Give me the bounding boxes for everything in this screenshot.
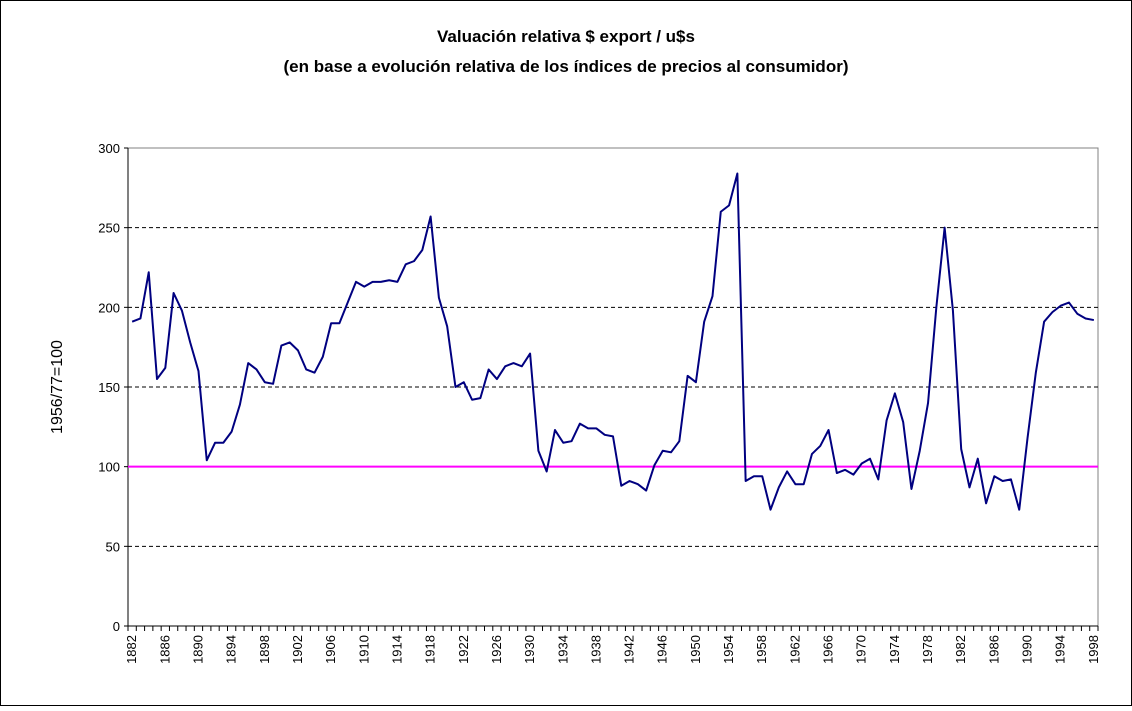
x-tick-label: 1930 (522, 635, 537, 664)
x-tick-label: 1882 (124, 635, 139, 664)
y-tick-label: 150 (98, 380, 120, 395)
y-tick-label: 100 (98, 460, 120, 475)
y-tick-label: 300 (98, 141, 120, 156)
x-tick-label: 1982 (953, 635, 968, 664)
x-tick-label: 1886 (157, 635, 172, 664)
x-tick-label: 1978 (920, 635, 935, 664)
x-tick-label: 1986 (986, 635, 1001, 664)
chart-subtitle: (en base a evolución relativa de los índ… (284, 57, 849, 76)
x-tick-label: 1910 (356, 635, 371, 664)
x-tick-label: 1998 (1086, 635, 1101, 664)
x-tick-label: 1918 (423, 635, 438, 664)
y-tick-label: 50 (106, 539, 120, 554)
x-tick-label: 1938 (588, 635, 603, 664)
x-tick-label: 1962 (787, 635, 802, 664)
x-tick-label: 1958 (754, 635, 769, 664)
x-tick-label: 1946 (655, 635, 670, 664)
x-tick-label: 1894 (224, 635, 239, 664)
x-tick-label: 1994 (1053, 635, 1068, 664)
x-tick-label: 1950 (688, 635, 703, 664)
data-line (131, 172, 1095, 511)
x-tick-label: 1942 (622, 635, 637, 664)
x-tick-label: 1914 (389, 635, 404, 664)
x-tick-label: 1906 (323, 635, 338, 664)
x-tick-label: 1966 (821, 635, 836, 664)
x-tick-label: 1926 (489, 635, 504, 664)
x-tick-label: 1922 (456, 635, 471, 664)
x-tick-label: 1974 (887, 635, 902, 664)
x-tick-label: 1990 (1020, 635, 1035, 664)
y-tick-label: 250 (98, 221, 120, 236)
y-tick-label: 200 (98, 300, 120, 315)
y-tick-label: 0 (113, 619, 120, 634)
x-tick-label: 1898 (257, 635, 272, 664)
x-tick-label: 1970 (854, 635, 869, 664)
x-tick-label: 1902 (290, 635, 305, 664)
x-tick-label: 1954 (721, 635, 736, 664)
y-axis-label: 1956/77=100 (49, 340, 66, 434)
x-tick-label: 1890 (190, 635, 205, 664)
chart-title: Valuación relativa $ export / u$s (437, 27, 695, 46)
x-tick-label: 1934 (555, 635, 570, 664)
